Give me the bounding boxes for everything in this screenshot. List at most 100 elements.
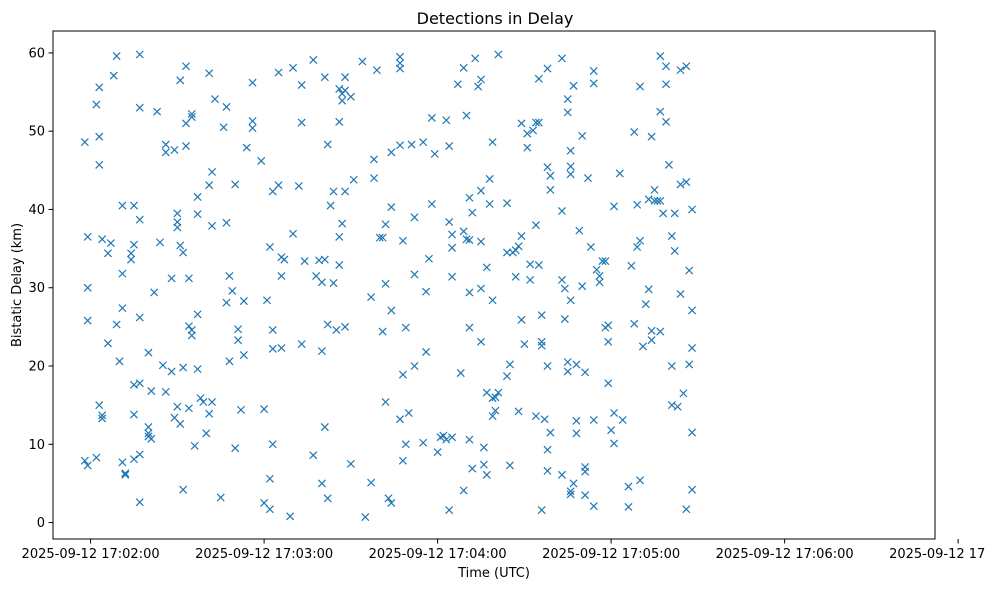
data-point	[601, 257, 610, 266]
data-point	[526, 275, 535, 284]
data-point	[586, 243, 595, 252]
data-point	[636, 476, 645, 485]
data-point	[135, 498, 144, 507]
data-point	[459, 227, 468, 236]
data-point	[208, 221, 217, 230]
data-point	[181, 62, 191, 71]
data-point	[199, 397, 208, 407]
data-point	[83, 461, 92, 470]
data-point	[280, 255, 289, 264]
data-point	[401, 440, 410, 449]
data-point	[205, 69, 214, 78]
data-point	[329, 279, 338, 288]
data-point	[557, 54, 566, 63]
data-point	[560, 284, 569, 293]
data-point	[95, 401, 104, 410]
data-point	[650, 196, 659, 205]
data-point	[378, 233, 387, 242]
data-point	[404, 408, 413, 418]
data-point	[517, 232, 526, 241]
data-point	[158, 361, 167, 370]
data-point	[161, 387, 170, 396]
data-point	[482, 470, 491, 479]
data-point	[589, 66, 598, 75]
data-point	[488, 138, 497, 147]
data-point	[662, 62, 671, 71]
data-point	[656, 196, 665, 205]
data-point	[288, 229, 298, 238]
data-point	[135, 103, 144, 112]
data-point	[502, 199, 512, 208]
x-tick-label: 2025-09-12 17:06:00	[716, 547, 854, 562]
data-point	[644, 285, 653, 294]
data-point	[419, 138, 428, 147]
data-point	[502, 248, 512, 257]
data-point	[419, 438, 428, 447]
data-point	[106, 239, 115, 248]
y-tick-label: 40	[28, 203, 45, 218]
data-point	[563, 367, 572, 376]
data-point	[335, 261, 344, 270]
data-point	[688, 306, 697, 315]
data-point	[260, 498, 269, 508]
data-point	[80, 456, 89, 465]
data-point	[98, 235, 107, 244]
data-point	[630, 127, 639, 136]
data-point	[323, 494, 332, 503]
data-point	[482, 263, 491, 272]
data-point	[320, 73, 329, 82]
data-point	[488, 296, 497, 305]
data-point	[300, 257, 309, 266]
data-point	[369, 155, 379, 164]
data-point	[184, 274, 193, 283]
data-point	[372, 66, 381, 75]
data-point	[546, 185, 555, 194]
data-point	[673, 402, 682, 411]
data-point	[578, 282, 587, 291]
data-point	[187, 113, 196, 122]
data-point	[607, 426, 616, 435]
data-point	[144, 348, 153, 357]
data-point	[572, 360, 581, 369]
data-point	[144, 423, 153, 432]
x-tick-label: 2025-09-12 17:07:00	[889, 547, 986, 562]
data-point	[474, 82, 483, 91]
data-point	[546, 428, 555, 437]
data-point	[670, 209, 679, 218]
data-point	[170, 145, 179, 155]
y-tick-label: 60	[28, 46, 45, 61]
data-point	[297, 80, 306, 90]
data-point	[236, 405, 245, 414]
data-point	[135, 313, 144, 322]
data-point	[662, 80, 671, 89]
data-point	[659, 209, 668, 218]
data-point	[193, 192, 202, 201]
data-point	[667, 401, 676, 410]
data-point	[595, 271, 604, 281]
y-tick-label: 30	[28, 281, 45, 296]
data-point	[595, 278, 604, 287]
data-point	[129, 240, 138, 249]
data-point	[604, 379, 613, 388]
data-point	[523, 129, 532, 138]
data-point	[208, 167, 217, 176]
data-point	[662, 117, 671, 126]
chart-title: Detections in Delay	[417, 9, 574, 28]
data-point	[239, 297, 248, 306]
data-point	[667, 361, 676, 371]
data-point	[225, 271, 234, 281]
data-point	[103, 339, 112, 348]
data-point	[589, 415, 598, 425]
data-point	[338, 96, 347, 105]
data-point	[685, 360, 694, 369]
data-point	[155, 238, 165, 247]
data-point	[367, 478, 376, 487]
data-point	[578, 131, 587, 140]
data-point	[187, 109, 196, 118]
data-point	[641, 300, 650, 309]
data-point	[609, 439, 619, 448]
data-point	[129, 201, 138, 210]
y-tick-label: 20	[28, 360, 45, 375]
data-point	[633, 200, 642, 209]
data-point	[448, 433, 457, 442]
